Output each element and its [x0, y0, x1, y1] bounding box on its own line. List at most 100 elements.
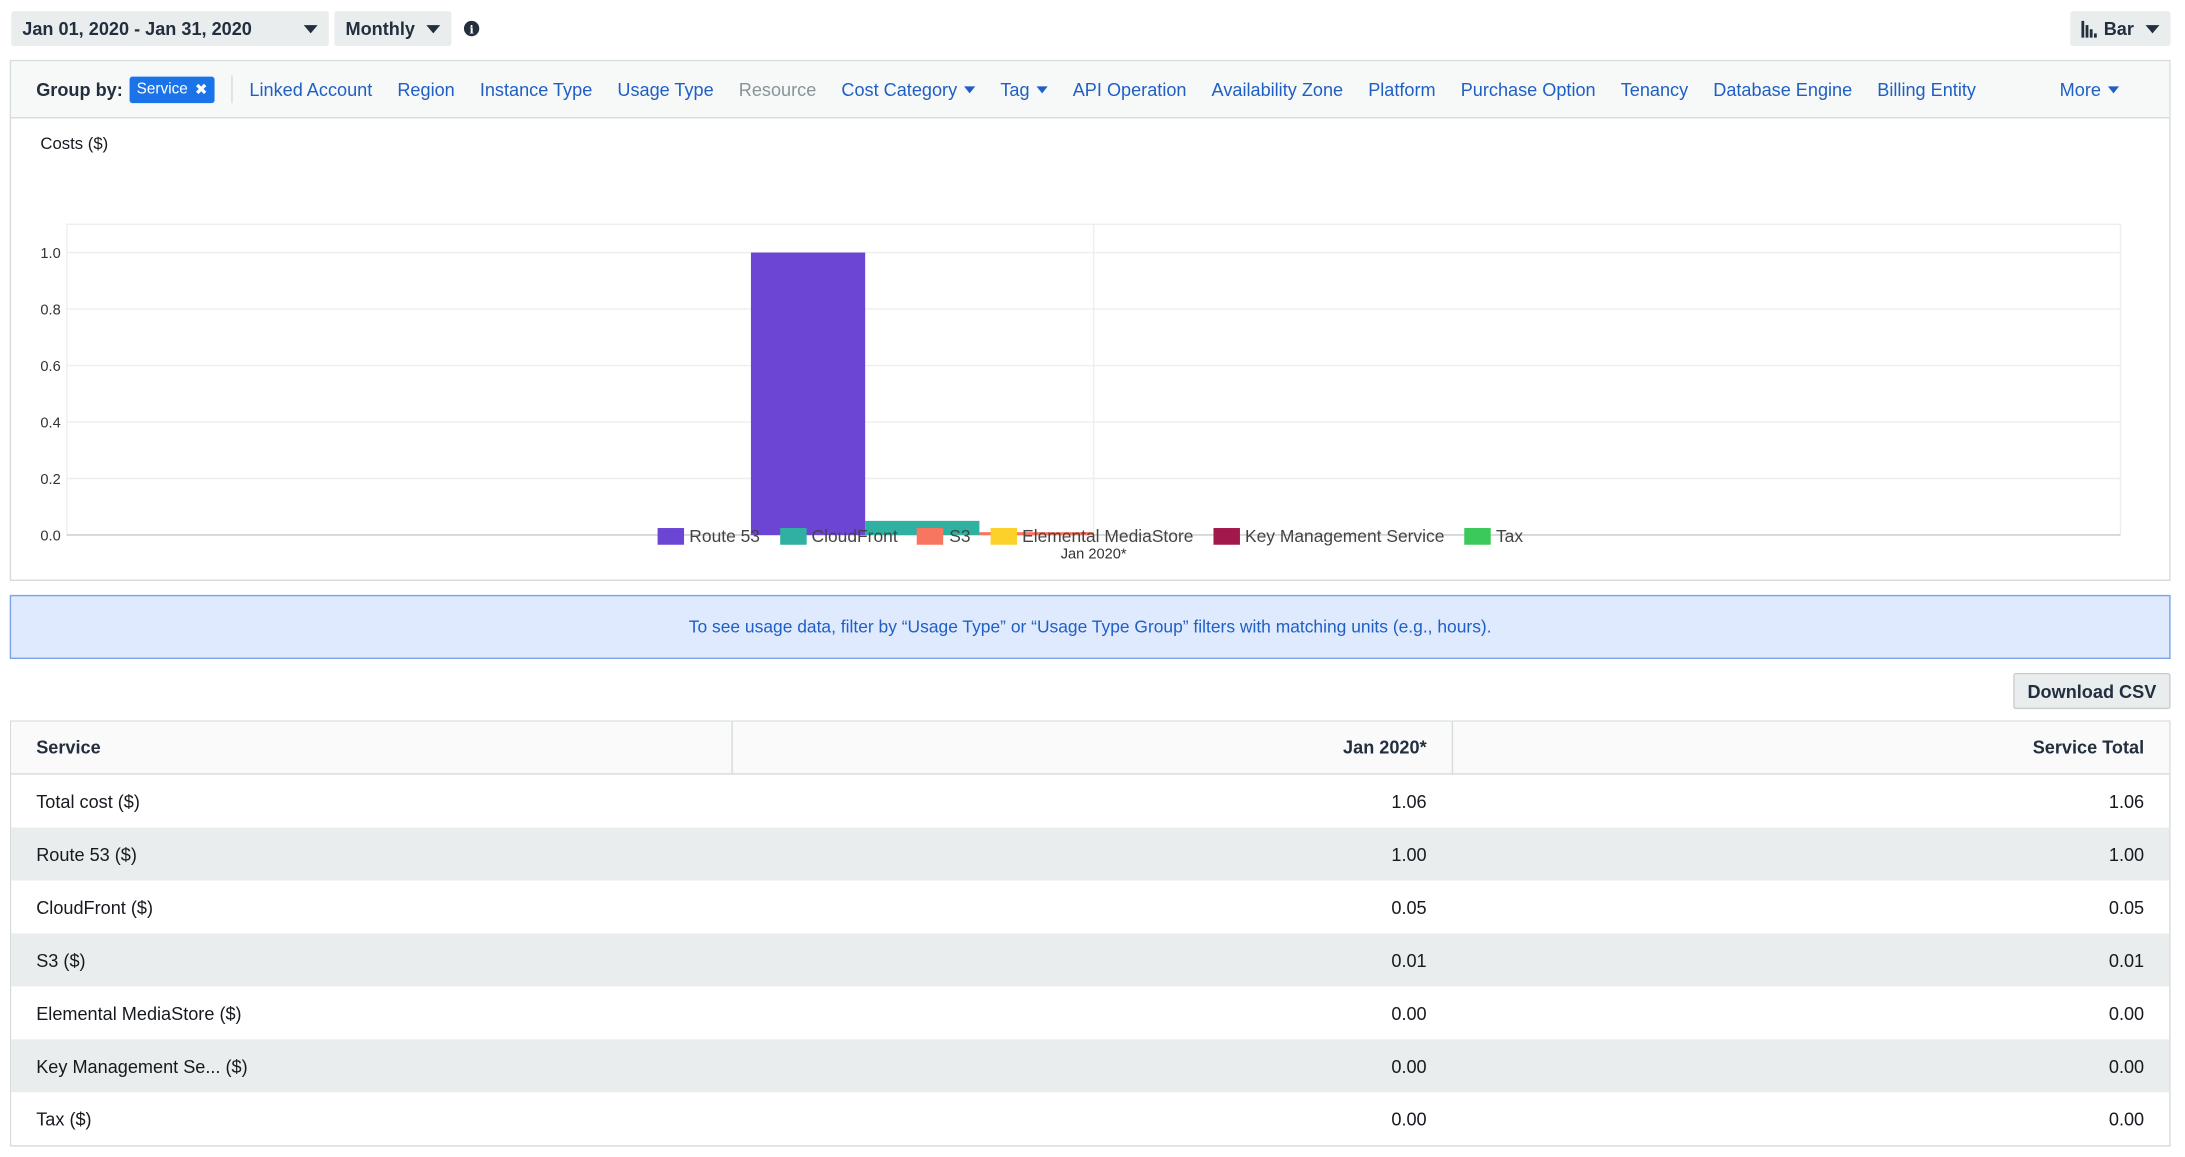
- info-icon[interactable]: i: [463, 20, 480, 37]
- close-icon[interactable]: ✖: [194, 81, 208, 99]
- bar-route-53: [750, 252, 866, 535]
- y-tick-label: 0.4: [40, 416, 60, 432]
- group-option-availability-zone[interactable]: Availability Zone: [1211, 78, 1344, 100]
- cell-service-total: 0.00: [2108, 1108, 2145, 1130]
- legend-swatch: [990, 528, 1017, 545]
- granularity-dropdown[interactable]: Monthly: [334, 11, 452, 46]
- table-row: Route 53 ($) 1.00 1.00: [11, 827, 2170, 881]
- table-row: Tax ($) 0.00 0.00: [11, 1092, 2169, 1145]
- bar-chart: 0.0 0.2 0.4 0.6 0.8 1.0 Jan 2020*: [40, 223, 2122, 563]
- table-row: S3 ($) 0.01 0.01: [11, 933, 2170, 987]
- legend-swatch: [779, 528, 806, 545]
- group-by-bar: Group by: Service ✖ Linked Account Regio…: [11, 61, 2170, 119]
- cost-table: Service Jan 2020* Service Total Total co…: [9, 720, 2171, 1147]
- legend-item[interactable]: Key Management Service: [1212, 526, 1445, 547]
- legend-label: Key Management Service: [1244, 526, 1445, 547]
- group-option-more[interactable]: More: [2060, 79, 2120, 100]
- table-row: CloudFront ($) 0.05 0.05: [11, 881, 2169, 934]
- column-header-service-total[interactable]: Service Total: [1451, 721, 2169, 774]
- tag-label: Tag: [1000, 78, 1030, 100]
- info-banner-text: To see usage data, filter by “Usage Type…: [688, 617, 1492, 637]
- y-tick-label: 1.0: [40, 246, 60, 262]
- chevron-down-icon: [964, 85, 976, 93]
- chevron-down-icon: [1036, 85, 1048, 93]
- group-option-tenancy[interactable]: Tenancy: [1620, 78, 1689, 100]
- group-option-usage-type[interactable]: Usage Type: [617, 78, 714, 100]
- legend-swatch: [1212, 528, 1240, 545]
- legend-item[interactable]: Route 53: [657, 527, 760, 546]
- chart-type-label: Bar: [2103, 18, 2134, 40]
- y-tick-label: 0.6: [40, 359, 60, 375]
- legend-swatch: [657, 528, 684, 545]
- cell-jan-2020: 0.00: [1391, 1002, 1427, 1024]
- y-tick-label: 0.2: [40, 472, 60, 488]
- group-by-chip-service[interactable]: Service ✖: [129, 75, 215, 103]
- divider: [231, 75, 233, 104]
- legend-item[interactable]: Elemental MediaStore: [990, 526, 1194, 547]
- cell-jan-2020: 1.00: [1391, 843, 1427, 865]
- cell-jan-2020: 0.05: [1391, 896, 1427, 918]
- group-by-label: Group by:: [36, 78, 123, 100]
- table-row: Elemental MediaStore ($) 0.00 0.00: [11, 986, 2169, 1039]
- chevron-down-icon: [426, 24, 441, 33]
- cell-service: Route 53 ($): [36, 843, 137, 865]
- column-header-service[interactable]: Service: [36, 737, 101, 758]
- legend-label: Elemental MediaStore: [1022, 526, 1194, 547]
- legend-label: S3: [949, 526, 971, 547]
- table-row: Key Management Se... ($) 0.00 0.00: [11, 1039, 2170, 1093]
- chevron-down-icon: [2107, 85, 2120, 93]
- table-row: Total cost ($) 1.06 1.06: [11, 775, 2169, 828]
- bar-cloudfront: [865, 520, 980, 535]
- legend-label: Tax: [1495, 526, 1524, 547]
- granularity-label: Monthly: [345, 18, 415, 40]
- chevron-down-icon: [2145, 24, 2160, 33]
- top-toolbar: Jan 01, 2020 - Jan 31, 2020 Monthly i Ba…: [0, 0, 2185, 59]
- group-option-billing-entity[interactable]: Billing Entity: [1877, 78, 1976, 100]
- y-tick-label: 0.0: [40, 529, 60, 545]
- cell-service: CloudFront ($): [36, 896, 153, 918]
- group-option-platform[interactable]: Platform: [1368, 78, 1436, 100]
- group-option-database-engine[interactable]: Database Engine: [1713, 78, 1853, 100]
- group-option-tag[interactable]: Tag: [1000, 78, 1048, 100]
- group-option-purchase-option[interactable]: Purchase Option: [1460, 78, 1596, 100]
- group-option-linked-account[interactable]: Linked Account: [249, 78, 373, 100]
- chart-area: Costs ($) 0.0 0.2 0.4 0.6 0.8 1.0 Jan 2020* Ro…: [11, 118, 2169, 582]
- cell-service-total: 0.00: [2108, 1055, 2145, 1077]
- table-header: Service Jan 2020* Service Total: [11, 721, 2170, 775]
- cell-jan-2020: 0.01: [1391, 949, 1427, 971]
- info-banner: To see usage data, filter by “Usage Type…: [9, 594, 2171, 659]
- cell-jan-2020: 0.00: [1391, 1055, 1427, 1077]
- cell-service-total: 1.06: [2108, 790, 2145, 812]
- cell-service: Total cost ($): [36, 790, 140, 812]
- chart-panel: Group by: Service ✖ Linked Account Regio…: [9, 59, 2171, 582]
- group-option-api-operation[interactable]: API Operation: [1072, 78, 1187, 100]
- x-tick-label: Jan 2020*: [1061, 547, 1127, 563]
- cell-service-total: 0.05: [2108, 896, 2145, 918]
- chip-label: Service: [136, 80, 188, 98]
- legend-swatch: [1463, 528, 1491, 545]
- legend-swatch: [917, 528, 944, 545]
- y-axis-title: Costs ($): [40, 133, 109, 154]
- chevron-down-icon: [303, 24, 318, 33]
- cell-service-total: 0.01: [2108, 949, 2145, 971]
- cost-category-label: Cost Category: [841, 78, 958, 100]
- download-csv-button[interactable]: Download CSV: [2013, 672, 2171, 710]
- group-option-cost-category[interactable]: Cost Category: [841, 78, 976, 100]
- chart-type-dropdown[interactable]: Bar: [2070, 11, 2171, 46]
- group-option-instance-type[interactable]: Instance Type: [479, 78, 593, 100]
- group-option-resource: Resource: [738, 78, 817, 100]
- group-option-region[interactable]: Region: [397, 78, 455, 100]
- legend-item[interactable]: CloudFront: [779, 527, 898, 546]
- column-header-jan-2020[interactable]: Jan 2020*: [731, 721, 1451, 774]
- cell-jan-2020: 0.00: [1391, 1108, 1427, 1130]
- chart-legend: Route 53 CloudFront S3 Elemental MediaStore…: [11, 526, 2169, 547]
- date-range-dropdown[interactable]: Jan 01, 2020 - Jan 31, 2020: [11, 11, 329, 46]
- cell-service-total: 1.00: [2108, 843, 2145, 865]
- legend-item[interactable]: Tax: [1463, 526, 1524, 547]
- cell-jan-2020: 1.06: [1391, 790, 1427, 812]
- legend-item[interactable]: S3: [917, 526, 971, 547]
- bar-s3: [979, 532, 1094, 535]
- cell-service: Key Management Se... ($): [36, 1055, 248, 1077]
- bar-chart-icon: [2081, 20, 2097, 37]
